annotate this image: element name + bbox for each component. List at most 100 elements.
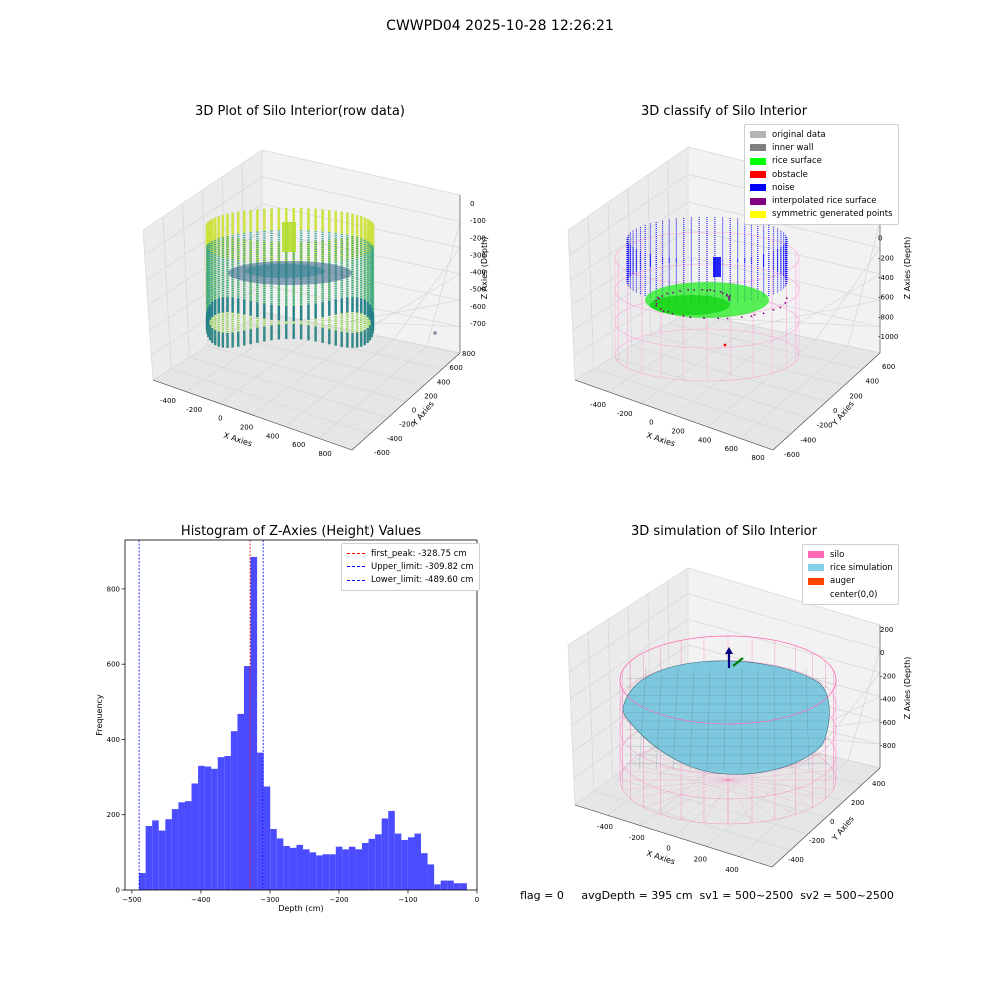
- interpolated-point: [719, 290, 722, 293]
- histogram-bar: [309, 852, 317, 890]
- z-tick-label: -400: [880, 696, 896, 704]
- histogram-bar: [257, 752, 264, 890]
- histogram-title: Histogram of Z-Axies (Height) Values: [180, 524, 422, 539]
- z-axis-label: Z Axies (Depth): [480, 237, 489, 300]
- z-tick-label: -100: [470, 217, 486, 225]
- histogram-bar: [296, 844, 304, 890]
- x-tick-label: 200: [240, 424, 253, 432]
- x-tick-label: -200: [629, 834, 645, 842]
- mesh-line: [672, 667, 679, 771]
- histogram-bar: [447, 880, 454, 890]
- z-axis-label: Z Axies (Depth): [903, 237, 912, 300]
- mesh-line: [805, 667, 810, 771]
- mesh-line: [638, 667, 647, 771]
- interpolated-point: [706, 289, 709, 292]
- histogram-bar: [289, 847, 297, 890]
- mesh-line: [789, 667, 793, 771]
- y-tick-label: -200: [817, 422, 833, 430]
- grid-line: [318, 345, 428, 439]
- obstacle-points: [282, 222, 296, 252]
- x-tick-label: -200: [186, 406, 202, 414]
- x-tick-label: 600: [292, 441, 305, 449]
- histogram-bar: [263, 786, 271, 890]
- silo-top-ring: [619, 635, 837, 725]
- y-tick-label: -600: [374, 449, 390, 457]
- y-tick-label: 800: [107, 585, 120, 593]
- z-tick-label: -600: [880, 719, 896, 727]
- legend-swatch: [750, 131, 766, 139]
- x-tick-label: 0: [649, 419, 653, 427]
- silo-floor-spoke: [727, 779, 775, 820]
- direction-indicator: [732, 657, 744, 667]
- histogram-bar: [348, 846, 356, 890]
- axis-line: [152, 379, 353, 451]
- y-tick-label: -400: [788, 856, 804, 864]
- interpolated-point: [785, 297, 788, 300]
- interpolated-point: [717, 317, 720, 320]
- grid-line: [426, 221, 461, 347]
- mesh-line: [723, 667, 727, 771]
- legend-swatch: [750, 157, 766, 165]
- axis-line: [771, 767, 881, 868]
- y-tick-label: 200: [107, 811, 120, 819]
- histogram-bar: [355, 849, 363, 890]
- interpolated-point: [779, 306, 782, 309]
- legend-item: rice simulation: [808, 561, 893, 574]
- interpolated-point: [709, 289, 712, 291]
- interpolated-point: [762, 312, 765, 315]
- legend-item: original data: [750, 128, 893, 141]
- histogram-bar: [375, 834, 382, 890]
- status-footer: flag = 0 avgDepth = 395 cm sv1 = 500~250…: [520, 889, 894, 902]
- interpolated-point: [655, 304, 658, 307]
- histogram-bar: [237, 713, 244, 890]
- legend-item: silo: [808, 548, 893, 561]
- histogram-bar: [322, 854, 330, 890]
- histogram-bar: [316, 855, 323, 890]
- grid-line: [847, 648, 881, 761]
- histogram-bar: [434, 884, 441, 890]
- y-tick-label: 800: [462, 350, 475, 358]
- legend-label: interpolated rice surface: [772, 196, 877, 207]
- histogram-bar: [178, 802, 185, 890]
- simulation-legend: silo rice simulation auger center(0,0): [802, 544, 899, 606]
- interpolated-point: [753, 313, 756, 316]
- silo-floor-spoke: [727, 779, 834, 790]
- legend-label: center(0,0): [830, 589, 878, 600]
- silo-floor-spoke: [681, 779, 729, 820]
- interpolated-point: [660, 308, 662, 310]
- histogram-bar: [342, 849, 349, 890]
- auger-arrow: [725, 647, 733, 654]
- y-tick-label: 600: [449, 364, 462, 372]
- axis-line: [772, 352, 881, 451]
- histogram-bar: [329, 854, 336, 890]
- interpolated-point: [679, 290, 681, 292]
- figure-title: CWWPD04 2025-10-28 12:26:21: [386, 18, 614, 34]
- z-tick-label: 0: [470, 200, 474, 208]
- grid-line: [687, 567, 881, 626]
- mesh-line: [773, 667, 776, 771]
- obstacle-point: [723, 343, 727, 347]
- legend-item: rice surface: [750, 155, 893, 168]
- legend-swatch: [808, 551, 824, 559]
- floor-points: [245, 264, 325, 278]
- legend-item: first_peak: -328.75 cm: [347, 547, 474, 560]
- silo-floor-spoke: [703, 779, 729, 823]
- x-tick-label: 400: [698, 436, 711, 444]
- histogram-bar: [152, 820, 159, 890]
- classify-plot-title: 3D classify of Silo Interior: [640, 104, 808, 119]
- histogram-bar: [204, 766, 212, 890]
- histogram-bar: [421, 853, 428, 890]
- legend-item: interpolated rice surface: [750, 194, 893, 207]
- histogram-bar: [145, 826, 153, 890]
- legend-label: rice surface: [772, 156, 822, 167]
- silo-floor-spoke: [622, 779, 729, 790]
- y-tick-label: -200: [809, 837, 825, 845]
- legend-item: Lower_limit: -489.60 cm: [347, 574, 474, 587]
- legend-label: noise: [772, 182, 795, 193]
- x-tick-label: −300: [260, 896, 279, 904]
- histogram-bar: [335, 846, 343, 890]
- mesh-line: [706, 667, 711, 771]
- y-axis-label: Frequency: [95, 694, 104, 736]
- interpolated-point: [667, 310, 670, 313]
- grid-line: [739, 345, 849, 439]
